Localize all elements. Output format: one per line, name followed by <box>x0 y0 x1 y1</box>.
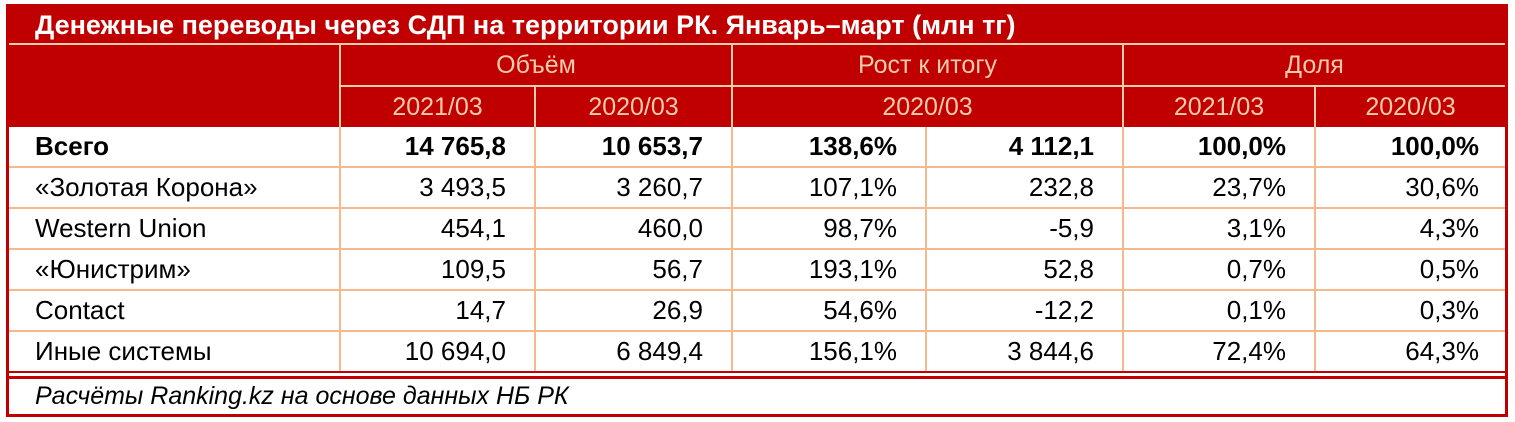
value-cell: 23,7% <box>1124 168 1316 207</box>
value-cell: 138,6% <box>733 127 927 166</box>
value-cell: 100,0% <box>1390 131 1479 161</box>
value-cell: -5,9 <box>927 209 1124 248</box>
value-cell: 10 653,7 <box>536 127 733 166</box>
table-row-zolotaya-korona: «Золотая Корона» 3 493,5 3 260,7 107,1% … <box>9 168 1505 209</box>
header-group-share: Доля <box>1124 45 1505 87</box>
value-cell: 3,1% <box>1124 209 1316 248</box>
value-cell: 64,3% <box>1405 336 1479 366</box>
value-cell: 6 849,4 <box>536 332 733 371</box>
table-row-total: Всего 14 765,8 10 653,7 138,6% 4 112,1 1… <box>9 127 1505 168</box>
header-volume-2021: 2021/03 <box>341 87 536 127</box>
value-cell: 0,3% <box>1419 295 1479 325</box>
value-cell: 72,4% <box>1124 332 1316 371</box>
value-cell: 0,7% <box>1124 250 1316 289</box>
value-cell: 109,5 <box>341 250 536 289</box>
row-label-cell: «Золотая Корона» <box>9 168 341 207</box>
value-cell: 3 260,7 <box>536 168 733 207</box>
header-empty-cell <box>9 45 341 127</box>
row-label-cell: «Юнистрим» <box>9 250 341 289</box>
row-label-cell: Всего <box>9 127 341 166</box>
value-cell: -12,2 <box>927 291 1124 330</box>
value-cell: 100,0% <box>1124 127 1316 166</box>
source-note: Расчёты Ranking.kz на основе данных НБ Р… <box>9 376 1505 414</box>
value-cell: 460,0 <box>536 209 733 248</box>
table-row-unistream: «Юнистрим» 109,5 56,7 193,1% 52,8 0,7% 0… <box>9 250 1505 291</box>
value-cell: 0,5% <box>1419 254 1479 284</box>
value-cell: 3 493,5 <box>341 168 536 207</box>
value-cell: 107,1% <box>733 168 927 207</box>
value-cell: 4 112,1 <box>927 127 1124 166</box>
value-cell: 14,7 <box>341 291 536 330</box>
value-cell: 156,1% <box>733 332 927 371</box>
header-share-2020: 2020/03 <box>1365 92 1456 121</box>
table-body: Всего 14 765,8 10 653,7 138,6% 4 112,1 1… <box>9 127 1505 373</box>
value-cell: 98,7% <box>733 209 927 248</box>
value-cell: 193,1% <box>733 250 927 289</box>
value-cell: 52,8 <box>927 250 1124 289</box>
header-volume-2020: 2020/03 <box>536 87 733 127</box>
value-cell: 26,9 <box>536 291 733 330</box>
value-cell: 3 844,6 <box>927 332 1124 371</box>
value-cell: 232,8 <box>927 168 1124 207</box>
header-share-2021: 2021/03 <box>1124 87 1316 127</box>
header-growth-2020: 2020/03 <box>733 87 1124 127</box>
value-cell: 56,7 <box>536 250 733 289</box>
value-cell: 0,1% <box>1124 291 1316 330</box>
header-group-volume: Объём <box>341 45 733 87</box>
table-row-contact: Contact 14,7 26,9 54,6% -12,2 0,1% 0,3% <box>9 291 1505 332</box>
row-label-cell: Western Union <box>9 209 341 248</box>
value-cell: 10 694,0 <box>341 332 536 371</box>
value-cell: 30,6% <box>1405 172 1479 202</box>
value-cell: 14 765,8 <box>341 127 536 166</box>
row-label-cell: Иные системы <box>9 332 341 371</box>
table-row-other-systems: Иные системы 10 694,0 6 849,4 156,1% 3 8… <box>9 332 1505 371</box>
table-header: Объём Рост к итогу Доля 2021/03 2020/03 … <box>9 45 1505 127</box>
table-title: Денежные переводы через СДП на территори… <box>9 7 1505 45</box>
row-label-cell: Contact <box>9 291 341 330</box>
value-cell: 4,3% <box>1419 213 1479 243</box>
table-row-western-union: Western Union 454,1 460,0 98,7% -5,9 3,1… <box>9 209 1505 250</box>
table-frame: Денежные переводы через СДП на территори… <box>6 4 1508 417</box>
value-cell: 54,6% <box>733 291 927 330</box>
header-group-growth: Рост к итогу <box>733 45 1124 87</box>
value-cell: 454,1 <box>341 209 536 248</box>
